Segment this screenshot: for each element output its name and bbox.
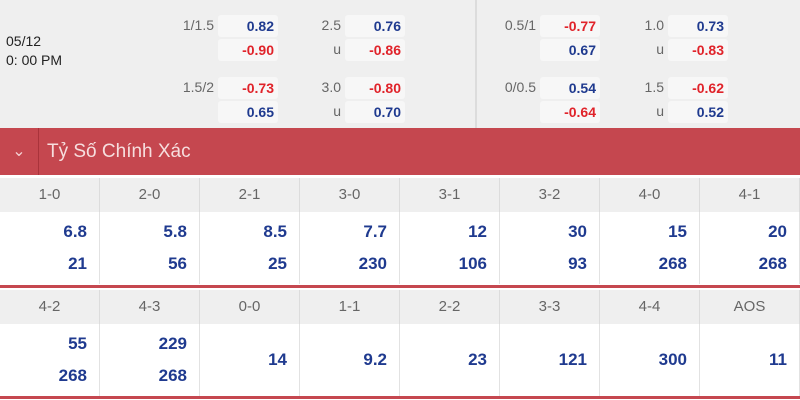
odds-button[interactable]: 0.76 bbox=[345, 15, 405, 37]
odds-value[interactable]: 7.7 bbox=[363, 222, 387, 241]
section-title: Tỷ Số Chính Xác bbox=[47, 141, 191, 162]
odds-value[interactable]: 21 bbox=[68, 254, 87, 273]
odds-value[interactable]: 300 bbox=[658, 350, 687, 369]
score-label: 2-1 bbox=[200, 178, 300, 212]
score-label: 3-1 bbox=[400, 178, 500, 212]
score-label: AOS bbox=[700, 290, 800, 324]
odds-value[interactable]: 121 bbox=[558, 350, 587, 369]
odds-value[interactable]: 8.5 bbox=[263, 222, 287, 241]
odds-value[interactable]: 6.8 bbox=[63, 222, 87, 241]
odds-value[interactable]: 268 bbox=[658, 254, 687, 273]
score-label: 4-1 bbox=[700, 178, 800, 212]
odds-value[interactable]: 15 bbox=[668, 222, 687, 241]
score-grid-row-2: 4-2 4-3 0-0 1-1 2-2 3-3 4-4 AOS 55 268 229 268 14 9.2… bbox=[0, 290, 800, 396]
odds-button[interactable]: -0.73 bbox=[218, 77, 278, 99]
odds-button[interactable]: 0.70 bbox=[345, 101, 405, 123]
handicap-line: 0.5/1 bbox=[504, 17, 536, 33]
odds-value[interactable]: 268 bbox=[158, 366, 187, 385]
score-label: 4-3 bbox=[100, 290, 200, 324]
score-odds-cell: 9.2 bbox=[300, 324, 400, 396]
score-odds-cell: 6.8 21 bbox=[0, 212, 100, 284]
odds-button[interactable]: -0.86 bbox=[345, 39, 405, 61]
odds-value[interactable]: 9.2 bbox=[363, 350, 387, 369]
score-odds-cell: 14 bbox=[200, 324, 300, 396]
under-label: u bbox=[333, 41, 341, 57]
score-odds-cell: 20 268 bbox=[700, 212, 800, 284]
score-odds-cell: 15 268 bbox=[600, 212, 700, 284]
odds-value[interactable]: 268 bbox=[758, 254, 787, 273]
score-odds-cell: 11 bbox=[700, 324, 800, 396]
score-label: 4-4 bbox=[600, 290, 700, 324]
score-label: 4-2 bbox=[0, 290, 100, 324]
score-label: 2-0 bbox=[100, 178, 200, 212]
score-label: 4-0 bbox=[600, 178, 700, 212]
odds-value[interactable]: 12 bbox=[468, 222, 487, 241]
match-time: 0: 00 PM bbox=[6, 52, 63, 68]
score-odds-cell: 30 93 bbox=[500, 212, 600, 284]
divider bbox=[475, 0, 477, 128]
score-label: 3-0 bbox=[300, 178, 400, 212]
divider bbox=[0, 285, 800, 288]
divider bbox=[0, 396, 800, 399]
odds-button[interactable]: -0.80 bbox=[345, 77, 405, 99]
odds-button[interactable]: 0.65 bbox=[218, 101, 278, 123]
score-label: 3-2 bbox=[500, 178, 600, 212]
odds-value[interactable]: 56 bbox=[168, 254, 187, 273]
odds-value[interactable]: 23 bbox=[468, 350, 487, 369]
score-odds-cell: 8.5 25 bbox=[200, 212, 300, 284]
over-under-line: 1.5 bbox=[644, 79, 664, 95]
under-label: u bbox=[656, 103, 664, 119]
odds-button[interactable]: -0.64 bbox=[540, 101, 600, 123]
score-label: 1-1 bbox=[300, 290, 400, 324]
chevron-down-icon[interactable]: ⌄ bbox=[0, 128, 39, 175]
handicap-line: 0/0.5 bbox=[504, 79, 536, 95]
score-label: 2-2 bbox=[400, 290, 500, 324]
odds-button[interactable]: 0.52 bbox=[668, 101, 728, 123]
score-odds-cell: 55 268 bbox=[0, 324, 100, 396]
odds-value[interactable]: 5.8 bbox=[163, 222, 187, 241]
score-grid-row-1: 1-0 2-0 2-1 3-0 3-1 3-2 4-0 4-1 6.8 21 5.8 56 8.5 25 7… bbox=[0, 178, 800, 284]
odds-value[interactable]: 11 bbox=[769, 350, 787, 369]
match-date: 05/12 bbox=[6, 33, 42, 49]
score-label: 0-0 bbox=[200, 290, 300, 324]
score-odds-cell: 300 bbox=[600, 324, 700, 396]
over-under-line: 2.5 bbox=[321, 17, 341, 33]
match-datetime: 05/12 0: 00 PM bbox=[6, 32, 62, 70]
odds-value[interactable]: 230 bbox=[358, 254, 387, 273]
odds-button[interactable]: 0.67 bbox=[540, 39, 600, 61]
odds-button[interactable]: -0.83 bbox=[668, 39, 728, 61]
handicap-line: 1/1.5 bbox=[182, 17, 214, 33]
score-odds-cell: 5.8 56 bbox=[100, 212, 200, 284]
odds-value[interactable]: 55 bbox=[68, 334, 87, 353]
odds-button[interactable]: 0.82 bbox=[218, 15, 278, 37]
section-header-correct-score[interactable]: ⌄ Tỷ Số Chính Xác bbox=[0, 128, 800, 175]
odds-button[interactable]: -0.90 bbox=[218, 39, 278, 61]
odds-value[interactable]: 25 bbox=[268, 254, 287, 273]
odds-value[interactable]: 14 bbox=[268, 350, 287, 369]
handicap-line: 1.5/2 bbox=[182, 79, 214, 95]
score-odds-cell: 121 bbox=[500, 324, 600, 396]
score-label: 3-3 bbox=[500, 290, 600, 324]
score-odds-cell: 229 268 bbox=[100, 324, 200, 396]
odds-value[interactable]: 268 bbox=[58, 366, 87, 385]
odds-value[interactable]: 229 bbox=[158, 334, 187, 353]
over-under-line: 3.0 bbox=[321, 79, 341, 95]
score-label: 1-0 bbox=[0, 178, 100, 212]
under-label: u bbox=[656, 41, 664, 57]
score-odds-cell: 12 106 bbox=[400, 212, 500, 284]
odds-button[interactable]: 0.54 bbox=[540, 77, 600, 99]
odds-button[interactable]: -0.77 bbox=[540, 15, 600, 37]
odds-value[interactable]: 30 bbox=[568, 222, 587, 241]
over-under-line: 1.0 bbox=[644, 17, 664, 33]
odds-value[interactable]: 20 bbox=[768, 222, 787, 241]
odds-value[interactable]: 106 bbox=[458, 254, 487, 273]
odds-value[interactable]: 93 bbox=[568, 254, 587, 273]
under-label: u bbox=[333, 103, 341, 119]
odds-button[interactable]: -0.62 bbox=[668, 77, 728, 99]
odds-summary: 05/12 0: 00 PM 1/1.5 0.82 -0.90 2.5 u 0.76 -0.… bbox=[0, 0, 800, 128]
odds-button[interactable]: 0.73 bbox=[668, 15, 728, 37]
score-odds-cell: 23 bbox=[400, 324, 500, 396]
score-odds-cell: 7.7 230 bbox=[300, 212, 400, 284]
